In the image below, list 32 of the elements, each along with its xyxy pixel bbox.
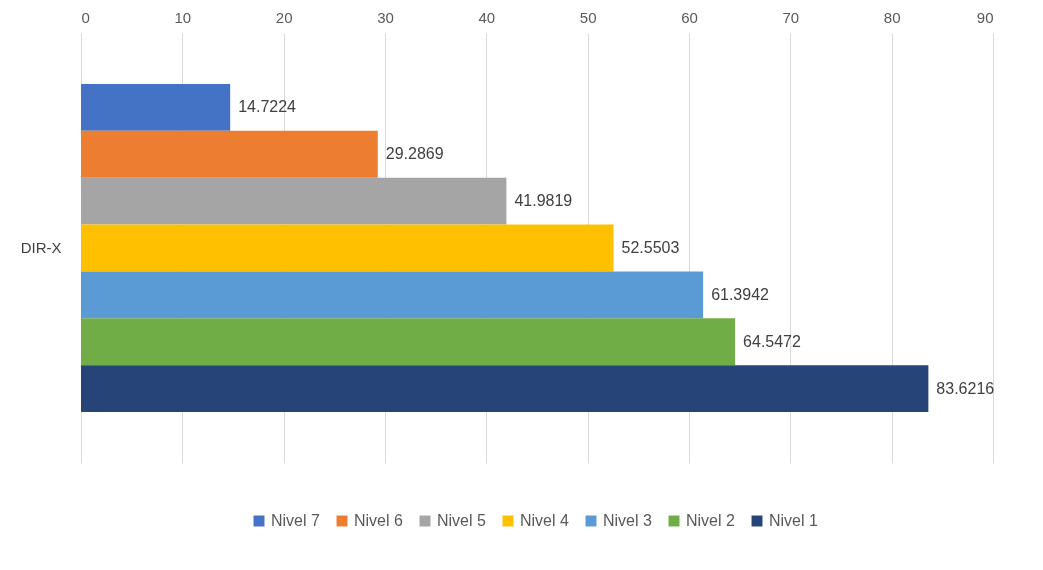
x-tick-label: 70 bbox=[782, 8, 800, 26]
bar bbox=[81, 177, 507, 225]
x-tick-label: 20 bbox=[275, 8, 293, 26]
bar bbox=[81, 224, 614, 272]
legend-label: Nivel 4 bbox=[520, 512, 570, 529]
legend-label: Nivel 5 bbox=[437, 512, 487, 529]
legend-label: Nivel 6 bbox=[354, 512, 404, 529]
legend-label: Nivel 7 bbox=[271, 512, 321, 529]
data-label: 29.2869 bbox=[385, 145, 444, 163]
bar bbox=[81, 271, 704, 319]
x-tick-label: 10 bbox=[174, 8, 192, 26]
data-label: 83.6216 bbox=[936, 379, 995, 397]
x-tick-label: 60 bbox=[681, 8, 698, 26]
legend-label: Nivel 2 bbox=[686, 512, 736, 529]
x-tick-label: 50 bbox=[579, 8, 597, 26]
x-tick-label: 80 bbox=[883, 8, 901, 26]
legend-label: Nivel 3 bbox=[603, 512, 653, 529]
data-label: 14.7224 bbox=[238, 98, 297, 116]
x-tick-label: 90 bbox=[976, 8, 994, 26]
x-tick-label: 40 bbox=[478, 8, 496, 26]
y-tick-label: DIR-X bbox=[20, 239, 62, 256]
x-tick-label: 0 bbox=[81, 8, 90, 26]
data-label: 61.3942 bbox=[711, 285, 770, 303]
bar bbox=[81, 318, 736, 366]
x-tick-label: 30 bbox=[377, 8, 394, 26]
bar bbox=[81, 365, 929, 412]
bar bbox=[81, 84, 231, 131]
bar bbox=[81, 130, 378, 178]
data-label: 64.5472 bbox=[743, 332, 802, 350]
data-label: 52.5503 bbox=[621, 239, 680, 256]
data-label: 41.9819 bbox=[514, 192, 573, 210]
legend-label: Nivel 1 bbox=[769, 512, 819, 529]
